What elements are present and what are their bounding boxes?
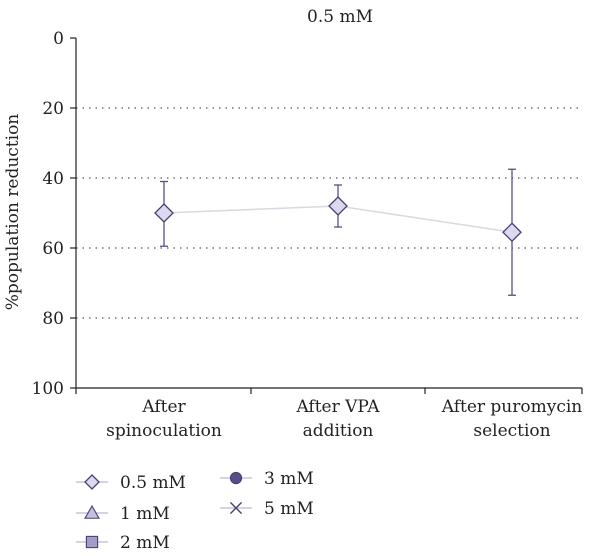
data-point-2: [502, 222, 522, 243]
legend: 0.5 mM 1 mM 2 mM 3 mM 5 mM: [76, 469, 314, 553]
series: [154, 168, 522, 296]
legend-label-0: 0.5 mM: [120, 473, 186, 493]
legend-marker-cross-icon: [229, 501, 243, 515]
legend-label-2: 2 mM: [120, 533, 170, 553]
legend-marker-diamond-icon: [84, 474, 100, 490]
x-tick-label-1-1: addition: [303, 421, 374, 441]
x-tick-label-0-0: After: [141, 397, 186, 417]
x-tick-label-2-0: After puromycin: [441, 397, 583, 417]
data-point-0: [154, 203, 174, 223]
y-tick-label-20: 20: [42, 99, 64, 119]
x-tick-label-0-1: spinoculation: [106, 421, 222, 441]
x-tick-label-2-1: selection: [473, 421, 550, 441]
y-tick-label-0: 0: [53, 29, 64, 49]
chart-title: 0.5 mM: [307, 7, 373, 27]
x-tick-label-1-0: After VPA: [295, 397, 380, 417]
y-tick-label-60: 60: [42, 239, 64, 259]
legend-marker-circle-icon: [229, 471, 243, 485]
legend-marker-square-icon: [85, 535, 99, 549]
y-tick-labels: 0 20 40 60 80 100: [32, 29, 64, 399]
y-tick-label-80: 80: [42, 309, 64, 329]
y-axis-label: %population reduction: [3, 114, 23, 311]
y-tick-label-40: 40: [42, 169, 64, 189]
legend-marker-cross-icon-b: [229, 501, 243, 515]
y-tick-label-100: 100: [32, 379, 64, 399]
data-point-1: [328, 196, 348, 216]
gridlines: [76, 107, 582, 319]
legend-label-3: 3 mM: [264, 469, 314, 489]
legend-label-1: 1 mM: [120, 504, 170, 524]
x-tick-labels: After spinoculation After VPA addition After…: [106, 397, 582, 441]
legend-marker-triangle-icon: [84, 504, 100, 519]
legend-label-4: 5 mM: [264, 499, 314, 519]
axes: [70, 37, 583, 394]
